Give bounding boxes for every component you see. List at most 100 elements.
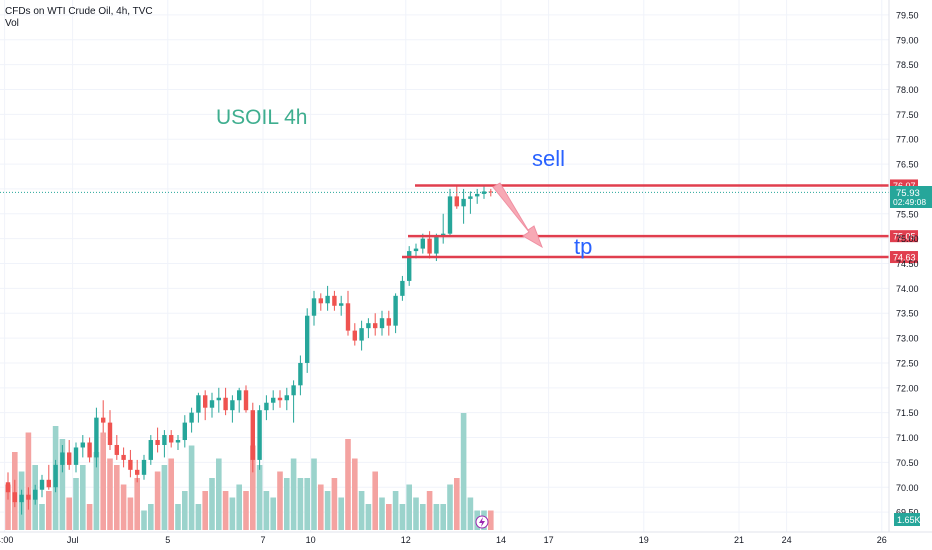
candle-body bbox=[5, 482, 11, 493]
time-tick-label: 21 bbox=[734, 535, 744, 545]
candle-body bbox=[12, 492, 17, 503]
candle-body bbox=[19, 494, 24, 503]
candle-body bbox=[447, 196, 453, 234]
candle-body bbox=[46, 479, 51, 488]
candle-body bbox=[332, 295, 337, 306]
volume-tag bbox=[894, 513, 920, 526]
volume-bar bbox=[141, 510, 147, 530]
volume-bar bbox=[154, 471, 161, 530]
volume-bar bbox=[175, 504, 181, 530]
volume-bar bbox=[318, 484, 324, 530]
candle-body bbox=[26, 494, 31, 500]
candle-body bbox=[189, 412, 194, 423]
price-tick-label: 72.00 bbox=[896, 383, 919, 393]
volume-bar bbox=[311, 458, 317, 530]
candle-body bbox=[162, 435, 167, 445]
time-tick-label: 7 bbox=[260, 535, 265, 545]
candle-body bbox=[114, 444, 119, 455]
candle-body bbox=[135, 469, 140, 475]
volume-value: 1.65K bbox=[897, 515, 921, 525]
time-tick-label: 12 bbox=[401, 535, 411, 545]
candle-body bbox=[203, 395, 208, 408]
volume-bar bbox=[338, 497, 344, 530]
time-tick-label: 24 bbox=[782, 535, 792, 545]
time-tick-label: 26 bbox=[877, 535, 887, 545]
volume-bar bbox=[39, 504, 45, 530]
volume-bar bbox=[256, 465, 263, 530]
candle-body bbox=[339, 303, 344, 306]
volume-bar bbox=[127, 497, 134, 530]
price-tick-label: 74.50 bbox=[896, 259, 919, 269]
volume-bar bbox=[202, 491, 208, 530]
candle-body bbox=[67, 452, 72, 465]
volume-bar bbox=[440, 504, 446, 530]
volume-bar bbox=[447, 484, 453, 530]
candle-body bbox=[305, 315, 310, 363]
candle-body bbox=[284, 395, 289, 401]
volume-bar bbox=[236, 484, 242, 530]
level-price-label: 76.07 bbox=[893, 181, 916, 191]
candle-body bbox=[155, 440, 160, 445]
volume-bar bbox=[243, 491, 249, 530]
time-tick-label: 4:00 bbox=[0, 535, 13, 545]
candle-body bbox=[39, 479, 45, 490]
candle-body bbox=[257, 410, 262, 460]
candle-body bbox=[298, 362, 303, 386]
candle-body bbox=[216, 397, 221, 401]
volume-bar bbox=[386, 504, 392, 530]
price-tick-label: 73.50 bbox=[896, 309, 919, 319]
volume-bar bbox=[161, 465, 168, 530]
volume-bar bbox=[168, 458, 174, 530]
time-tick-label: 17 bbox=[544, 535, 554, 545]
level-price-tag bbox=[890, 230, 918, 243]
volume-bar bbox=[304, 478, 310, 530]
volume-bar bbox=[392, 491, 399, 530]
level-lines[interactable]: 76.07 75.05 74.63 bbox=[402, 179, 918, 264]
candle-body bbox=[250, 410, 255, 460]
price-tick-label: 78.50 bbox=[896, 60, 919, 70]
candle-body bbox=[468, 196, 473, 199]
volume-bar bbox=[59, 439, 66, 530]
level-price-label: 75.05 bbox=[893, 232, 916, 242]
volume-bar bbox=[222, 491, 229, 530]
volume-bar bbox=[182, 491, 188, 530]
time-scale[interactable]: 4:00 Jul 5 7 10 12 14 17 19 21 24 26 bbox=[0, 535, 887, 545]
candle-body bbox=[230, 400, 235, 411]
volume-bar bbox=[250, 445, 256, 530]
volume-bar bbox=[25, 432, 32, 530]
symbol-title: CFDs on WTI Crude Oil, 4h, TVC bbox=[5, 6, 153, 17]
candle-body bbox=[94, 417, 99, 458]
price-scale[interactable]: 79.5079.0078.5078.0077.5077.0076.5076.00… bbox=[896, 10, 919, 517]
volume-bar bbox=[93, 452, 100, 530]
volume-bar bbox=[413, 497, 419, 530]
volume-bar bbox=[454, 478, 460, 530]
last-price-value: 75.93 bbox=[896, 188, 920, 199]
candle-body bbox=[264, 402, 269, 411]
candle-body bbox=[488, 191, 493, 193]
volume-bar bbox=[379, 497, 385, 530]
candle-body bbox=[311, 298, 317, 316]
candle-body bbox=[128, 459, 133, 470]
candle-body bbox=[169, 435, 174, 443]
candle-body bbox=[386, 318, 391, 326]
volume-bar bbox=[114, 465, 120, 530]
volume-bar bbox=[324, 491, 331, 530]
volume-bar bbox=[488, 510, 494, 530]
time-tick-label: 10 bbox=[306, 535, 316, 545]
candle-body bbox=[277, 397, 283, 401]
lightning-bolt-glyph bbox=[479, 517, 485, 527]
volume-bar bbox=[420, 504, 426, 530]
bar-countdown: 02:49:08 bbox=[893, 197, 926, 207]
candle-body bbox=[407, 251, 412, 281]
candle-body bbox=[33, 489, 38, 500]
volume-bar bbox=[290, 458, 297, 530]
price-tick-label: 70.00 bbox=[896, 483, 919, 493]
price-tick-label: 74.00 bbox=[896, 284, 919, 294]
candle-body bbox=[359, 328, 364, 341]
volume-bar bbox=[216, 458, 222, 530]
candle-body bbox=[141, 459, 147, 475]
price-tick-label: 75.50 bbox=[896, 209, 919, 219]
candle-body bbox=[413, 248, 419, 252]
candle-body bbox=[420, 238, 425, 249]
